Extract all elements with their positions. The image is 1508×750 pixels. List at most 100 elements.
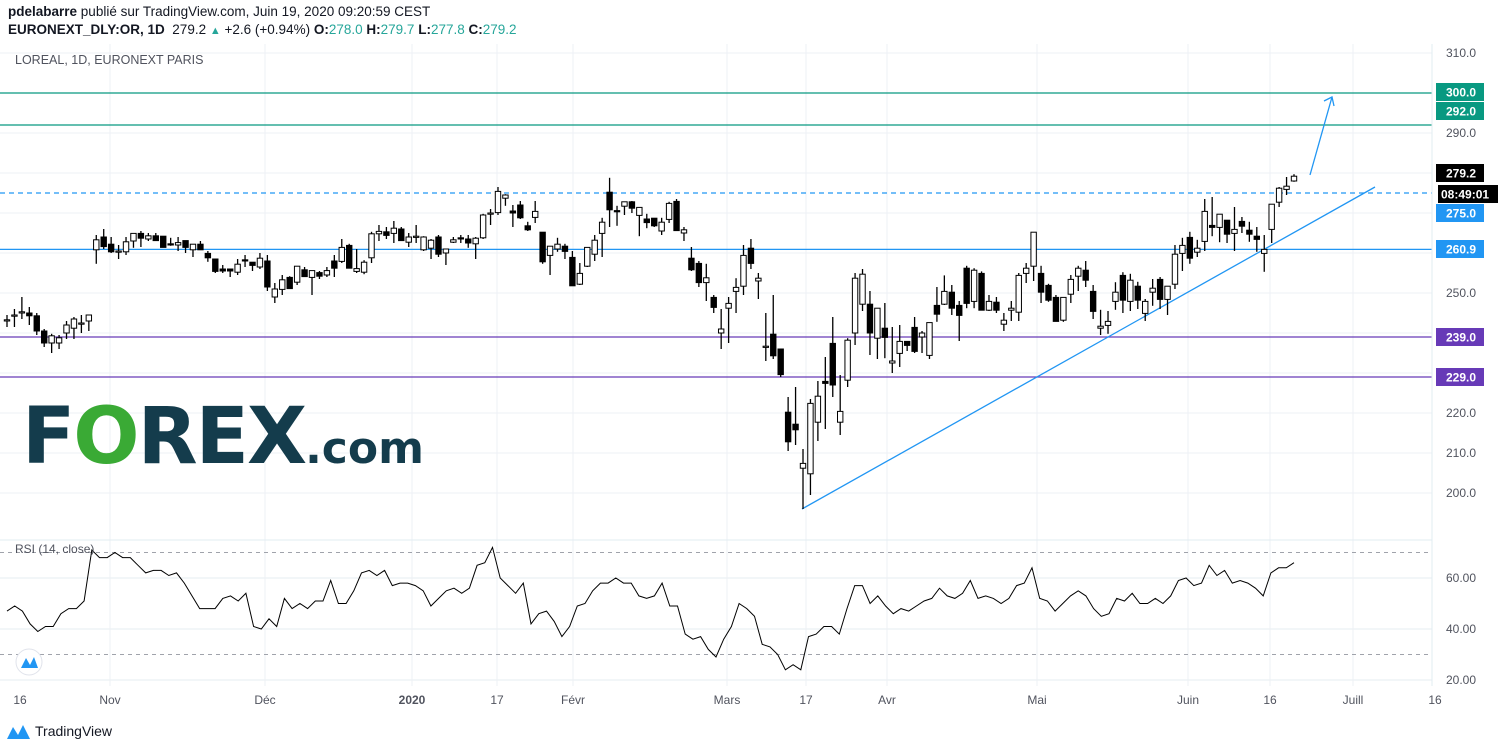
- author[interactable]: pdelabarre: [8, 4, 78, 19]
- candle-body: [903, 340, 911, 346]
- level-price-label-bg: [1436, 204, 1484, 222]
- candle-body: [63, 324, 70, 334]
- candle-body: [636, 206, 643, 216]
- candle-body: [1268, 203, 1275, 230]
- candle-body: [78, 322, 85, 325]
- candle-body: [212, 258, 219, 272]
- candle-body: [807, 402, 814, 475]
- candle-body: [725, 302, 732, 309]
- candle-body: [740, 254, 747, 287]
- candle-body: [1008, 307, 1015, 311]
- candle-body: [241, 259, 249, 262]
- candle-body: [747, 247, 755, 264]
- candle-body: [383, 231, 390, 236]
- projection-arrow[interactable]: [1309, 96, 1335, 176]
- y-tick-label: 200.0: [1446, 486, 1476, 500]
- published-text: publié sur TradingView.com, Juin 19, 202…: [80, 4, 431, 19]
- rsi-title: RSI (14, close): [15, 542, 94, 556]
- candle-body: [918, 332, 926, 338]
- y-tick-label: 290.0: [1446, 126, 1476, 140]
- candle-body: [450, 239, 457, 243]
- open-value: 278.0: [328, 22, 363, 37]
- candle-body: [442, 248, 450, 254]
- trendline[interactable]: [801, 186, 1376, 510]
- x-tick-label: 17: [799, 693, 813, 707]
- candle-body: [993, 301, 1000, 311]
- candle-body: [182, 240, 189, 248]
- candle-body: [167, 243, 174, 246]
- candle-body: [732, 286, 740, 292]
- candle-body: [1164, 285, 1171, 300]
- tradingview-label: TradingView: [35, 723, 113, 739]
- candle-body: [569, 256, 576, 287]
- last-price: 279.2: [172, 22, 207, 37]
- candle-body: [405, 236, 412, 243]
- level-price-label-bg: [1436, 240, 1484, 258]
- candle-body: [784, 411, 792, 443]
- candle-body: [1156, 278, 1164, 300]
- rsi-axis[interactable]: 60.00 40.00 20.00: [1446, 571, 1476, 687]
- candle-body: [1149, 287, 1156, 293]
- candle-body: [1082, 269, 1089, 281]
- candle-body: [1283, 185, 1290, 190]
- candle-body: [517, 204, 524, 219]
- x-tick-label: 16: [13, 693, 27, 707]
- candle-body: [18, 311, 26, 314]
- candle-body: [286, 276, 293, 290]
- candle-body: [360, 261, 368, 273]
- candle-body: [1037, 272, 1045, 293]
- candle-body: [427, 239, 435, 249]
- candle-body: [1060, 296, 1067, 321]
- candle-body: [3, 319, 11, 322]
- candle-body: [762, 345, 770, 348]
- candle-body: [524, 225, 531, 231]
- candle-body: [948, 291, 955, 309]
- candle-body: [1246, 229, 1253, 235]
- candle-body: [970, 269, 978, 302]
- x-tick-label: Juill: [1343, 693, 1364, 707]
- candle-body: [1179, 244, 1186, 254]
- candle-body: [152, 235, 159, 242]
- candle-body: [546, 245, 554, 256]
- candle-body: [137, 232, 145, 239]
- candle-body: [1000, 319, 1008, 325]
- candle-body: [346, 244, 353, 269]
- candle-body: [1075, 267, 1082, 277]
- y-tick-label: 210.0: [1446, 446, 1476, 460]
- candle-body: [963, 267, 970, 304]
- candle-body: [539, 231, 546, 263]
- rsi-line: [6, 545, 1295, 671]
- candle-body: [985, 300, 993, 311]
- candle-body: [613, 210, 621, 213]
- time-axis[interactable]: 16 Nov Déc 2020 17 Févr Mars 17 Avr Mai Juin 16 Juil…: [13, 693, 1442, 707]
- candle-body: [249, 261, 256, 266]
- open-label: O:: [313, 22, 329, 37]
- candle-body: [1216, 213, 1223, 228]
- x-tick-label: Mars: [714, 693, 741, 707]
- candle-body: [531, 210, 539, 218]
- candle-body: [487, 212, 494, 215]
- candle-body: [100, 236, 107, 248]
- candle-body: [889, 360, 896, 364]
- candle-body: [1201, 210, 1208, 242]
- candle-body: [234, 263, 241, 273]
- tradingview-logo[interactable]: TradingView: [6, 722, 112, 740]
- candle-body: [606, 191, 613, 211]
- price-axis[interactable]: 310.0 290.0 250.0 220.0 210.0 200.0 300.0 292.0…: [1436, 46, 1498, 500]
- candle-body: [658, 221, 665, 232]
- x-tick-label: Mai: [1027, 693, 1046, 707]
- x-tick-label: Févr: [561, 693, 585, 707]
- level-price-label: 260.9: [1446, 243, 1476, 257]
- candle-body: [375, 230, 383, 235]
- candle-body: [896, 340, 903, 354]
- candle-body: [1194, 247, 1201, 253]
- candle-body: [1119, 274, 1127, 301]
- symbol: EURONEXT_DLY:OR, 1D: [8, 22, 165, 37]
- tv-watermark-icon: [15, 648, 43, 676]
- candle-body: [301, 269, 308, 278]
- candle-body: [755, 277, 762, 282]
- candle-body: [822, 380, 829, 384]
- level-price-label: 229.0: [1446, 371, 1476, 385]
- tradingview-icon: [7, 725, 30, 739]
